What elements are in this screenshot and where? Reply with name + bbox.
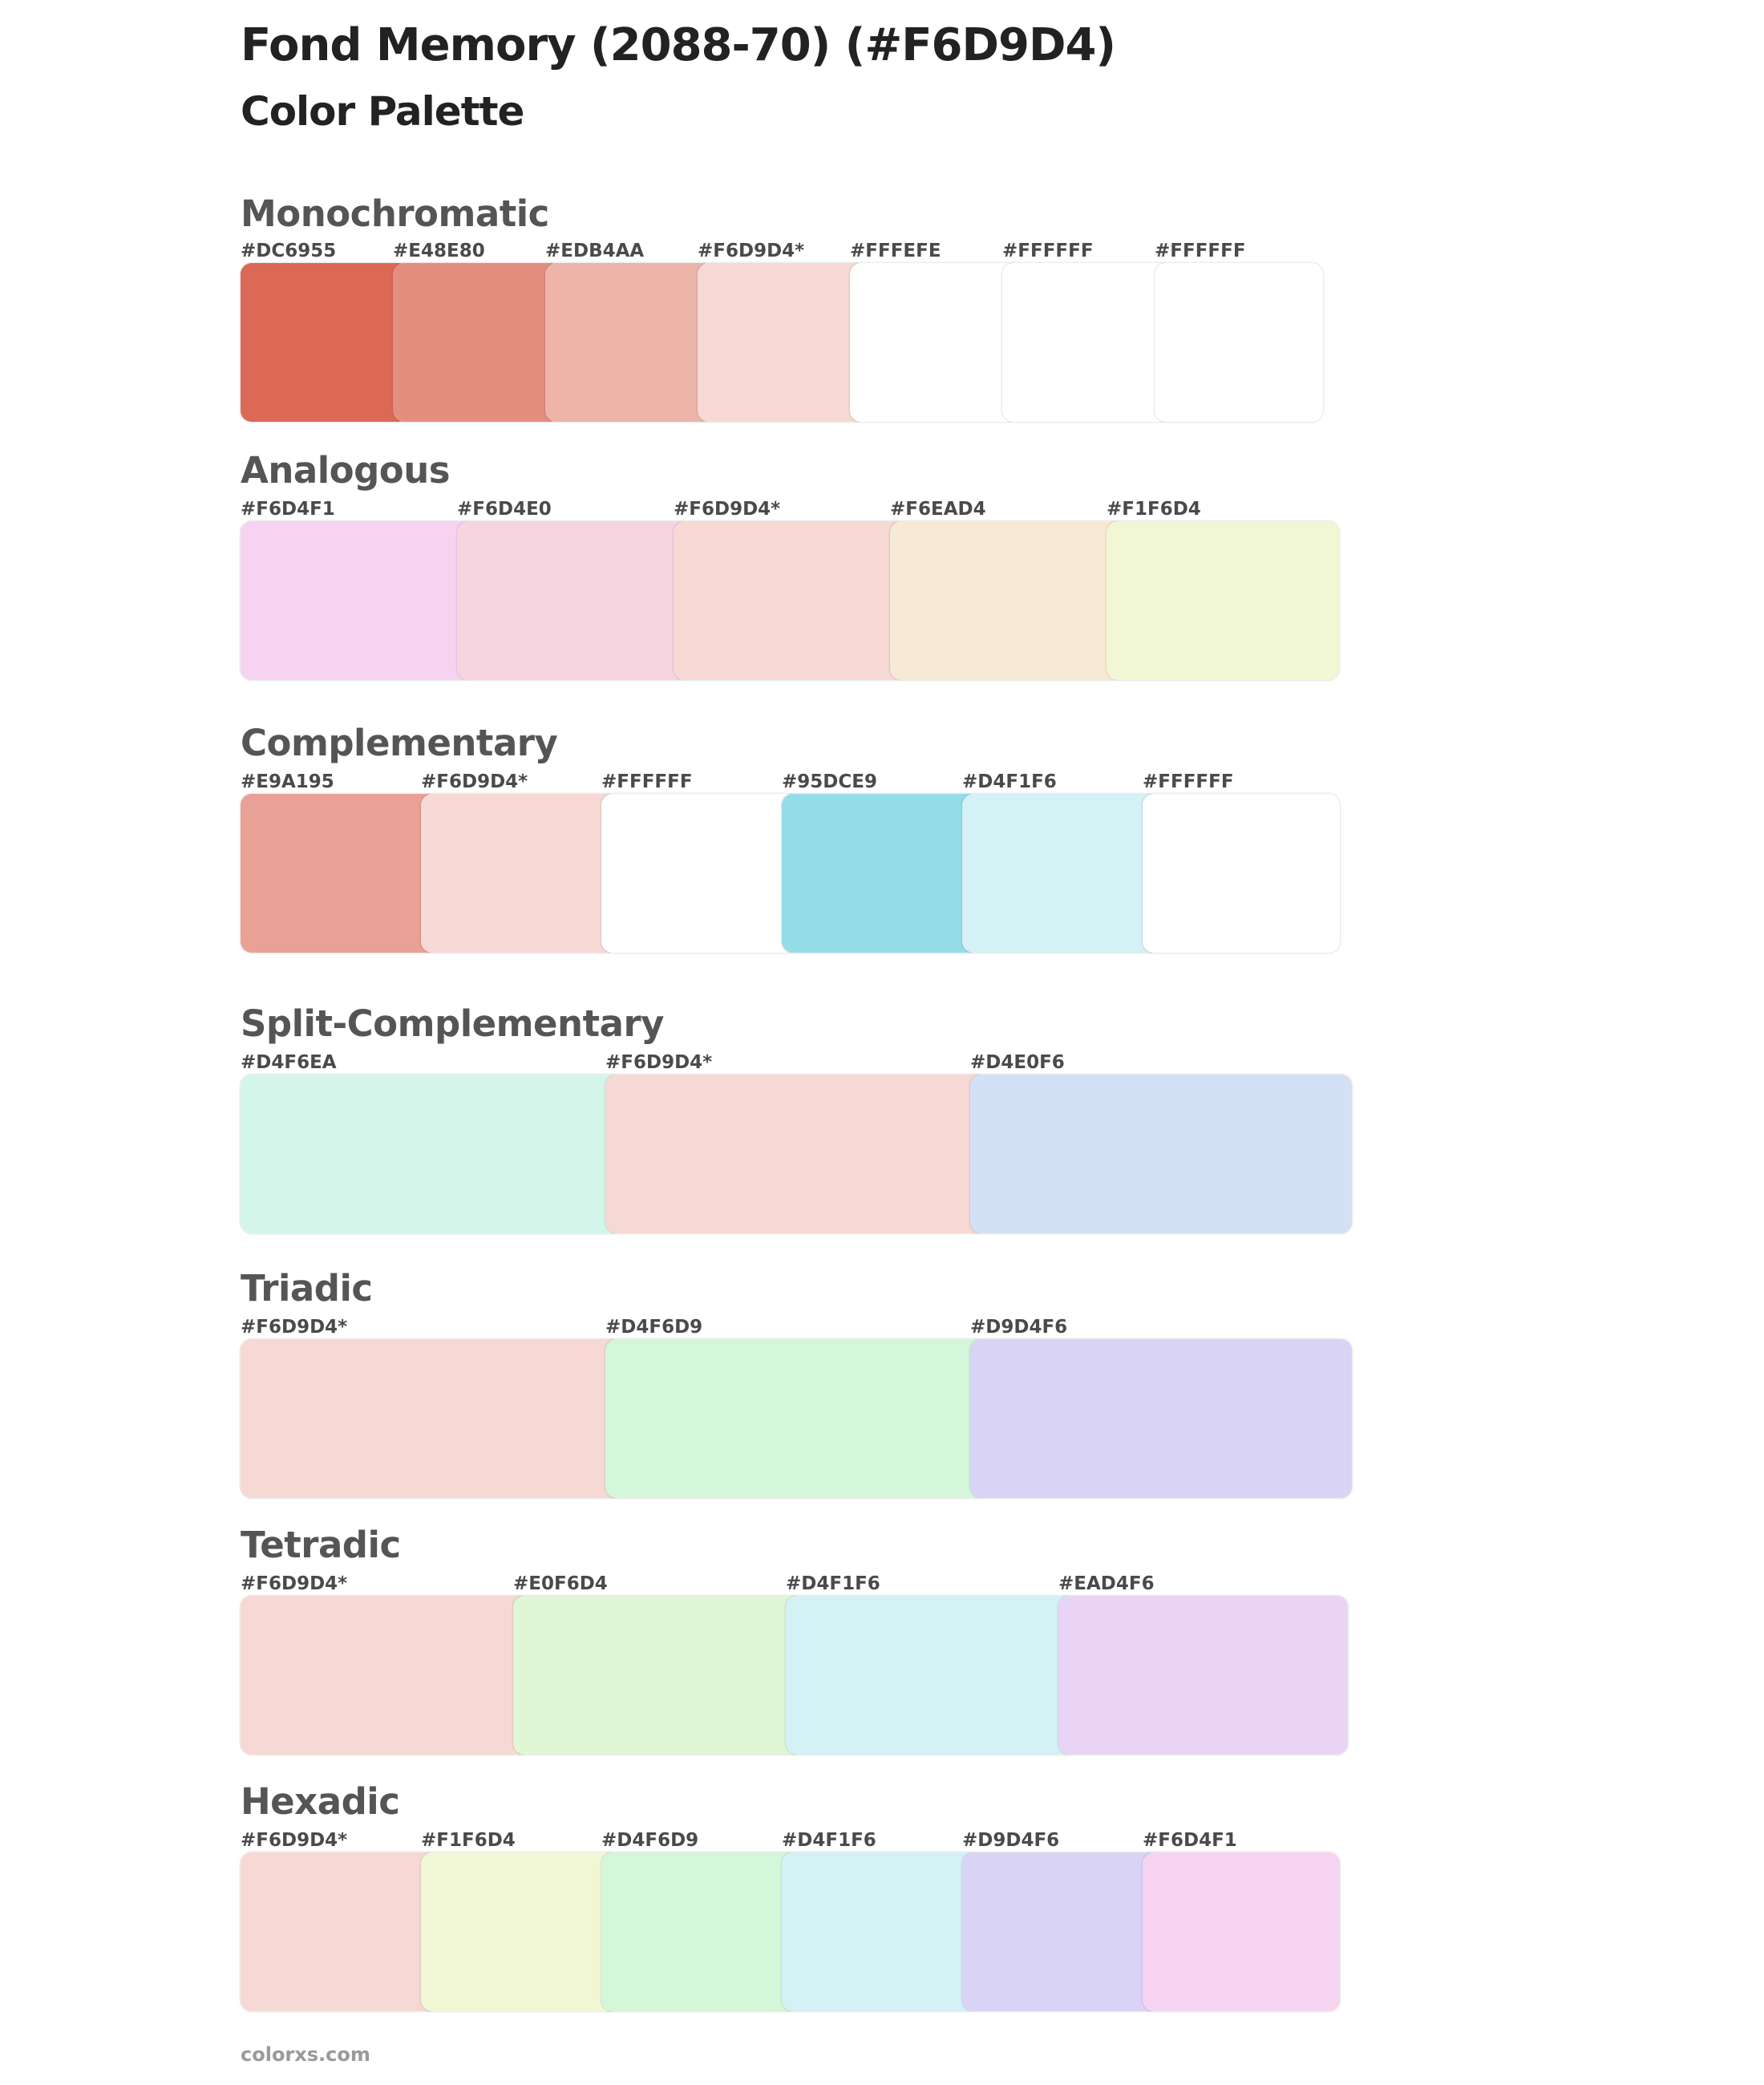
swatch-color-box[interactable] (601, 794, 799, 953)
swatch-hex-label: #D4F6D9 (601, 1830, 699, 1851)
swatch-hex-label: #E0F6D4 (513, 1573, 608, 1594)
swatch-hex-label: #F6D9D4* (605, 1052, 713, 1073)
swatch-color-box[interactable] (241, 1075, 622, 1233)
swatch-color-box[interactable] (970, 1339, 1352, 1498)
section-title-tetradic: Tetradic (241, 1524, 401, 1566)
swatch-color-box[interactable] (1107, 521, 1339, 680)
swatch-color-box[interactable] (962, 1852, 1159, 2011)
swatch-color-box[interactable] (962, 794, 1159, 953)
swatch-color-box[interactable] (513, 1596, 803, 1755)
swatch-color-box[interactable] (782, 794, 979, 953)
swatch-hex-label: #F1F6D4 (421, 1830, 516, 1851)
swatch-hex-label: #F6D4E0 (457, 499, 552, 520)
swatch-hex-label: #F6D4F1 (1143, 1830, 1237, 1851)
swatch-hex-label: #F1F6D4 (1107, 499, 1201, 520)
swatch-hex-label: #D4F1F6 (786, 1573, 880, 1594)
swatch-color-box[interactable] (241, 521, 473, 680)
swatch-color-box[interactable] (1143, 794, 1340, 953)
swatch-color-box[interactable] (674, 521, 906, 680)
swatch-hex-label: #FFFFFF (1155, 241, 1246, 261)
swatch-color-box[interactable] (241, 1852, 438, 2011)
swatch-hex-label: #F6D9D4* (241, 1830, 348, 1851)
swatch-hex-label: #F6EAD4 (890, 499, 986, 520)
swatch-color-box[interactable] (605, 1339, 987, 1498)
swatch-hex-label: #F6D9D4* (421, 771, 528, 792)
swatch-hex-label: #F6D9D4* (674, 499, 781, 520)
swatch-color-box[interactable] (890, 521, 1123, 680)
swatch-hex-label: #D9D4F6 (970, 1317, 1068, 1338)
swatch-color-box[interactable] (241, 263, 409, 422)
swatch-color-box[interactable] (241, 1596, 530, 1755)
swatch-color-box[interactable] (605, 1075, 987, 1233)
swatch-hex-label: #D9D4F6 (962, 1830, 1060, 1851)
page-title: Fond Memory (2088-70) (#F6D9D4) (241, 19, 1116, 71)
swatch-hex-label: #D4F1F6 (962, 771, 1057, 792)
section-title-triadic: Triadic (241, 1267, 373, 1310)
swatch-hex-label: #E48E80 (393, 241, 485, 261)
swatch-color-box[interactable] (393, 263, 561, 422)
swatch-hex-label: #D4E0F6 (970, 1052, 1065, 1073)
swatch-color-box[interactable] (698, 263, 866, 422)
page-subtitle: Color Palette (241, 88, 524, 135)
swatch-hex-label: #DC6955 (241, 241, 337, 261)
swatch-color-box[interactable] (421, 1852, 618, 2011)
swatch-hex-label: #D4F6EA (241, 1052, 337, 1073)
swatch-color-box[interactable] (850, 263, 1018, 422)
swatch-color-box[interactable] (545, 263, 714, 422)
swatch-color-box[interactable] (241, 794, 438, 953)
swatch-color-box[interactable] (241, 1339, 622, 1498)
swatch-hex-label: #D4F6D9 (605, 1317, 703, 1338)
swatch-hex-label: #F6D9D4* (241, 1317, 348, 1338)
section-title-analogous: Analogous (241, 449, 451, 492)
swatch-hex-label: #FFFFFF (1143, 771, 1234, 792)
swatch-color-box[interactable] (457, 521, 690, 680)
swatch-color-box[interactable] (1058, 1596, 1348, 1755)
swatch-color-box[interactable] (970, 1075, 1352, 1233)
swatch-color-box[interactable] (1155, 263, 1323, 422)
section-title-split-complementary: Split-Complementary (241, 1002, 665, 1045)
swatch-hex-label: #E9A195 (241, 771, 334, 792)
section-title-hexadic: Hexadic (241, 1780, 400, 1823)
swatch-color-box[interactable] (601, 1852, 799, 2011)
swatch-color-box[interactable] (421, 794, 618, 953)
swatch-hex-label: #FFFFFF (1002, 241, 1094, 261)
site-footer-link[interactable]: colorxs.com (241, 2043, 370, 2066)
section-title-complementary: Complementary (241, 722, 558, 764)
swatch-hex-label: #95DCE9 (782, 771, 877, 792)
swatch-color-box[interactable] (1143, 1852, 1340, 2011)
section-title-monochromatic: Monochromatic (241, 192, 549, 235)
swatch-hex-label: #EAD4F6 (1058, 1573, 1155, 1594)
swatch-hex-label: #FFFEFE (850, 241, 941, 261)
swatch-hex-label: #D4F1F6 (782, 1830, 876, 1851)
swatch-hex-label: #FFFFFF (601, 771, 693, 792)
swatch-color-box[interactable] (782, 1852, 979, 2011)
swatch-hex-label: #EDB4AA (545, 241, 645, 261)
swatch-color-box[interactable] (1002, 263, 1171, 422)
swatch-hex-label: #F6D9D4* (698, 241, 805, 261)
swatch-color-box[interactable] (786, 1596, 1075, 1755)
swatch-hex-label: #F6D4F1 (241, 499, 335, 520)
swatch-hex-label: #F6D9D4* (241, 1573, 348, 1594)
